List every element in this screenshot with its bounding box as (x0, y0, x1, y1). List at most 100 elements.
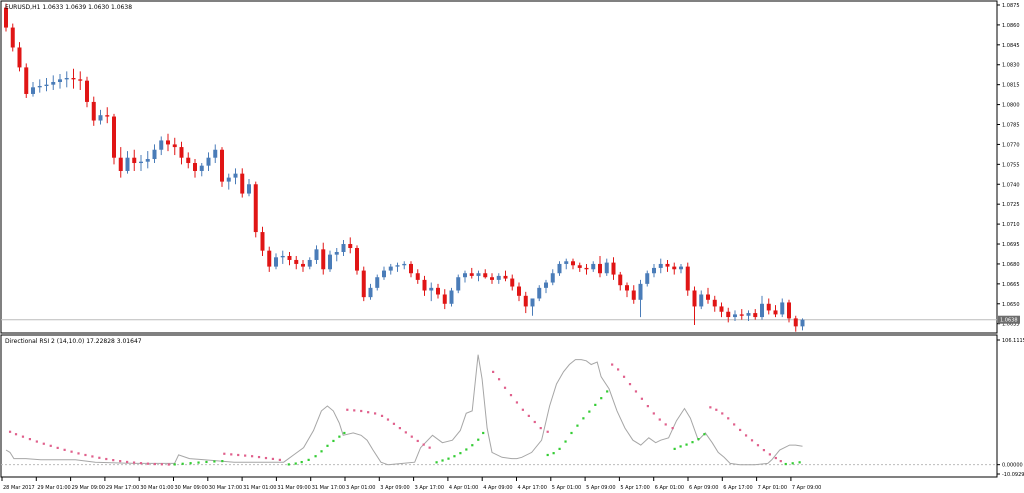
candle-bull (233, 173, 238, 178)
candle-bear (17, 47, 22, 68)
candle-bull (550, 273, 555, 283)
rsi-dot-down (35, 440, 38, 443)
price-tick-label: 1.0755 (1002, 162, 1020, 168)
rsi-dot-down (664, 423, 667, 426)
time-tick-label: 6 Apr 01:00 (655, 485, 684, 491)
rsi-dot-down (230, 453, 233, 456)
candle-bull (746, 313, 751, 316)
rsi-dot-up (691, 441, 694, 444)
price-tick-label: 1.0800 (1002, 103, 1020, 109)
candle-bear (240, 173, 245, 194)
time-tick-label: 29 Mar 01:00 (37, 485, 70, 491)
indicator-panel-title: Directional RSI 2 (14,10.0) 17.22828 3.0… (5, 338, 142, 345)
rsi-dot-down (112, 459, 115, 462)
rsi-dot-down (410, 435, 413, 438)
rsi-dot-down (527, 414, 530, 417)
candle-bull (247, 184, 251, 194)
rsi-dot-down (509, 394, 513, 397)
rsi-dot-down (56, 446, 59, 450)
rsi-dot-down (49, 444, 52, 447)
candle-bull (226, 177, 231, 182)
candle-bear (436, 287, 440, 295)
candle-bear (719, 306, 724, 312)
time-tick-label: 4 Apr 09:00 (483, 485, 512, 491)
candle-bear (692, 290, 697, 307)
candle-bear (294, 259, 299, 264)
price-tick-label: 1.0815 (1002, 83, 1020, 89)
candle-bear (631, 290, 636, 300)
candles-layer (4, 3, 805, 332)
rsi-dot-down (139, 462, 143, 465)
rsi-dot-down (768, 453, 771, 456)
rsi-dot-down (250, 455, 254, 458)
candle-bear (766, 303, 771, 311)
rsi-dot-down (21, 435, 25, 438)
current-price-tag-label: 1.0638 (1000, 318, 1018, 324)
rsi-dot-down (91, 455, 94, 458)
candle-bear (523, 295, 528, 307)
candle-bear (193, 163, 197, 171)
rsi-dot-up (441, 459, 444, 462)
rsi-dot-up (606, 390, 609, 393)
rsi-line (5, 354, 803, 466)
rsi-dot-down (671, 427, 674, 430)
rsi-dot-up (343, 431, 346, 435)
candle-bear (348, 244, 353, 249)
time-tick-label: 30 Mar 09:00 (175, 485, 208, 491)
rsi-dot-down (278, 458, 281, 461)
candle-bear (598, 263, 602, 274)
time-tick-label: 29 Mar 09:00 (72, 485, 105, 491)
time-tick-label: 4 Apr 01:00 (449, 485, 478, 491)
candle-bull (496, 275, 501, 280)
candle-bear (78, 79, 83, 81)
rsi-dot-down (373, 412, 377, 415)
candle-bear (753, 313, 758, 318)
time-tick-label: 31 Mar 17:00 (312, 485, 345, 491)
candle-bull (341, 244, 346, 252)
rsi-dot-up (564, 440, 567, 443)
rsi-dot-up (600, 397, 603, 400)
rsi-dot-up (465, 448, 468, 451)
candle-bull (58, 79, 62, 83)
candle-bull (368, 287, 373, 298)
candle-bear (260, 232, 265, 251)
candle-bull (375, 277, 380, 288)
rsi-dot-up (791, 462, 794, 465)
time-tick-label: 3 Apr 01:00 (346, 485, 375, 491)
rsi-dot-down (727, 417, 730, 420)
candle-bull (274, 257, 278, 267)
rsi-dot-up (338, 435, 341, 438)
candle-bull (564, 261, 569, 264)
rsi-dot-up (477, 438, 480, 441)
rsi-dot-down (739, 428, 742, 432)
rsi-dot-down (428, 446, 431, 449)
price-tick-label: 1.0770 (1002, 142, 1020, 148)
rsi-dot-down (346, 408, 349, 411)
rsi-dot-down (98, 456, 101, 459)
candle-bull (638, 283, 643, 300)
candle-bull (402, 263, 407, 266)
rsi-dot-up (314, 455, 317, 458)
rsi-dot-down (257, 455, 261, 459)
candle-bear (712, 299, 717, 307)
candle-bull (145, 159, 150, 162)
rsi-dot-up (435, 461, 438, 464)
candle-bull (537, 287, 542, 299)
candle-bull (652, 267, 656, 274)
candle-bear (787, 302, 791, 319)
rsi-dot-up (798, 461, 801, 464)
time-tick-label: 7 Apr 01:00 (758, 485, 787, 491)
rsi-dot-down (546, 430, 549, 433)
candle-bull (280, 255, 285, 258)
candle-bull (139, 161, 143, 164)
rsi-dot-down (774, 456, 777, 460)
rsi-dot-up (221, 460, 224, 463)
rsi-dot-down (652, 412, 655, 415)
rsi-dot-down (398, 427, 401, 430)
price-tick-label: 1.0635 (1002, 322, 1020, 328)
candle-bull (213, 149, 218, 158)
price-tick-label: 1.0665 (1002, 282, 1020, 288)
candle-bear (422, 279, 427, 291)
candle-bear (672, 266, 677, 270)
